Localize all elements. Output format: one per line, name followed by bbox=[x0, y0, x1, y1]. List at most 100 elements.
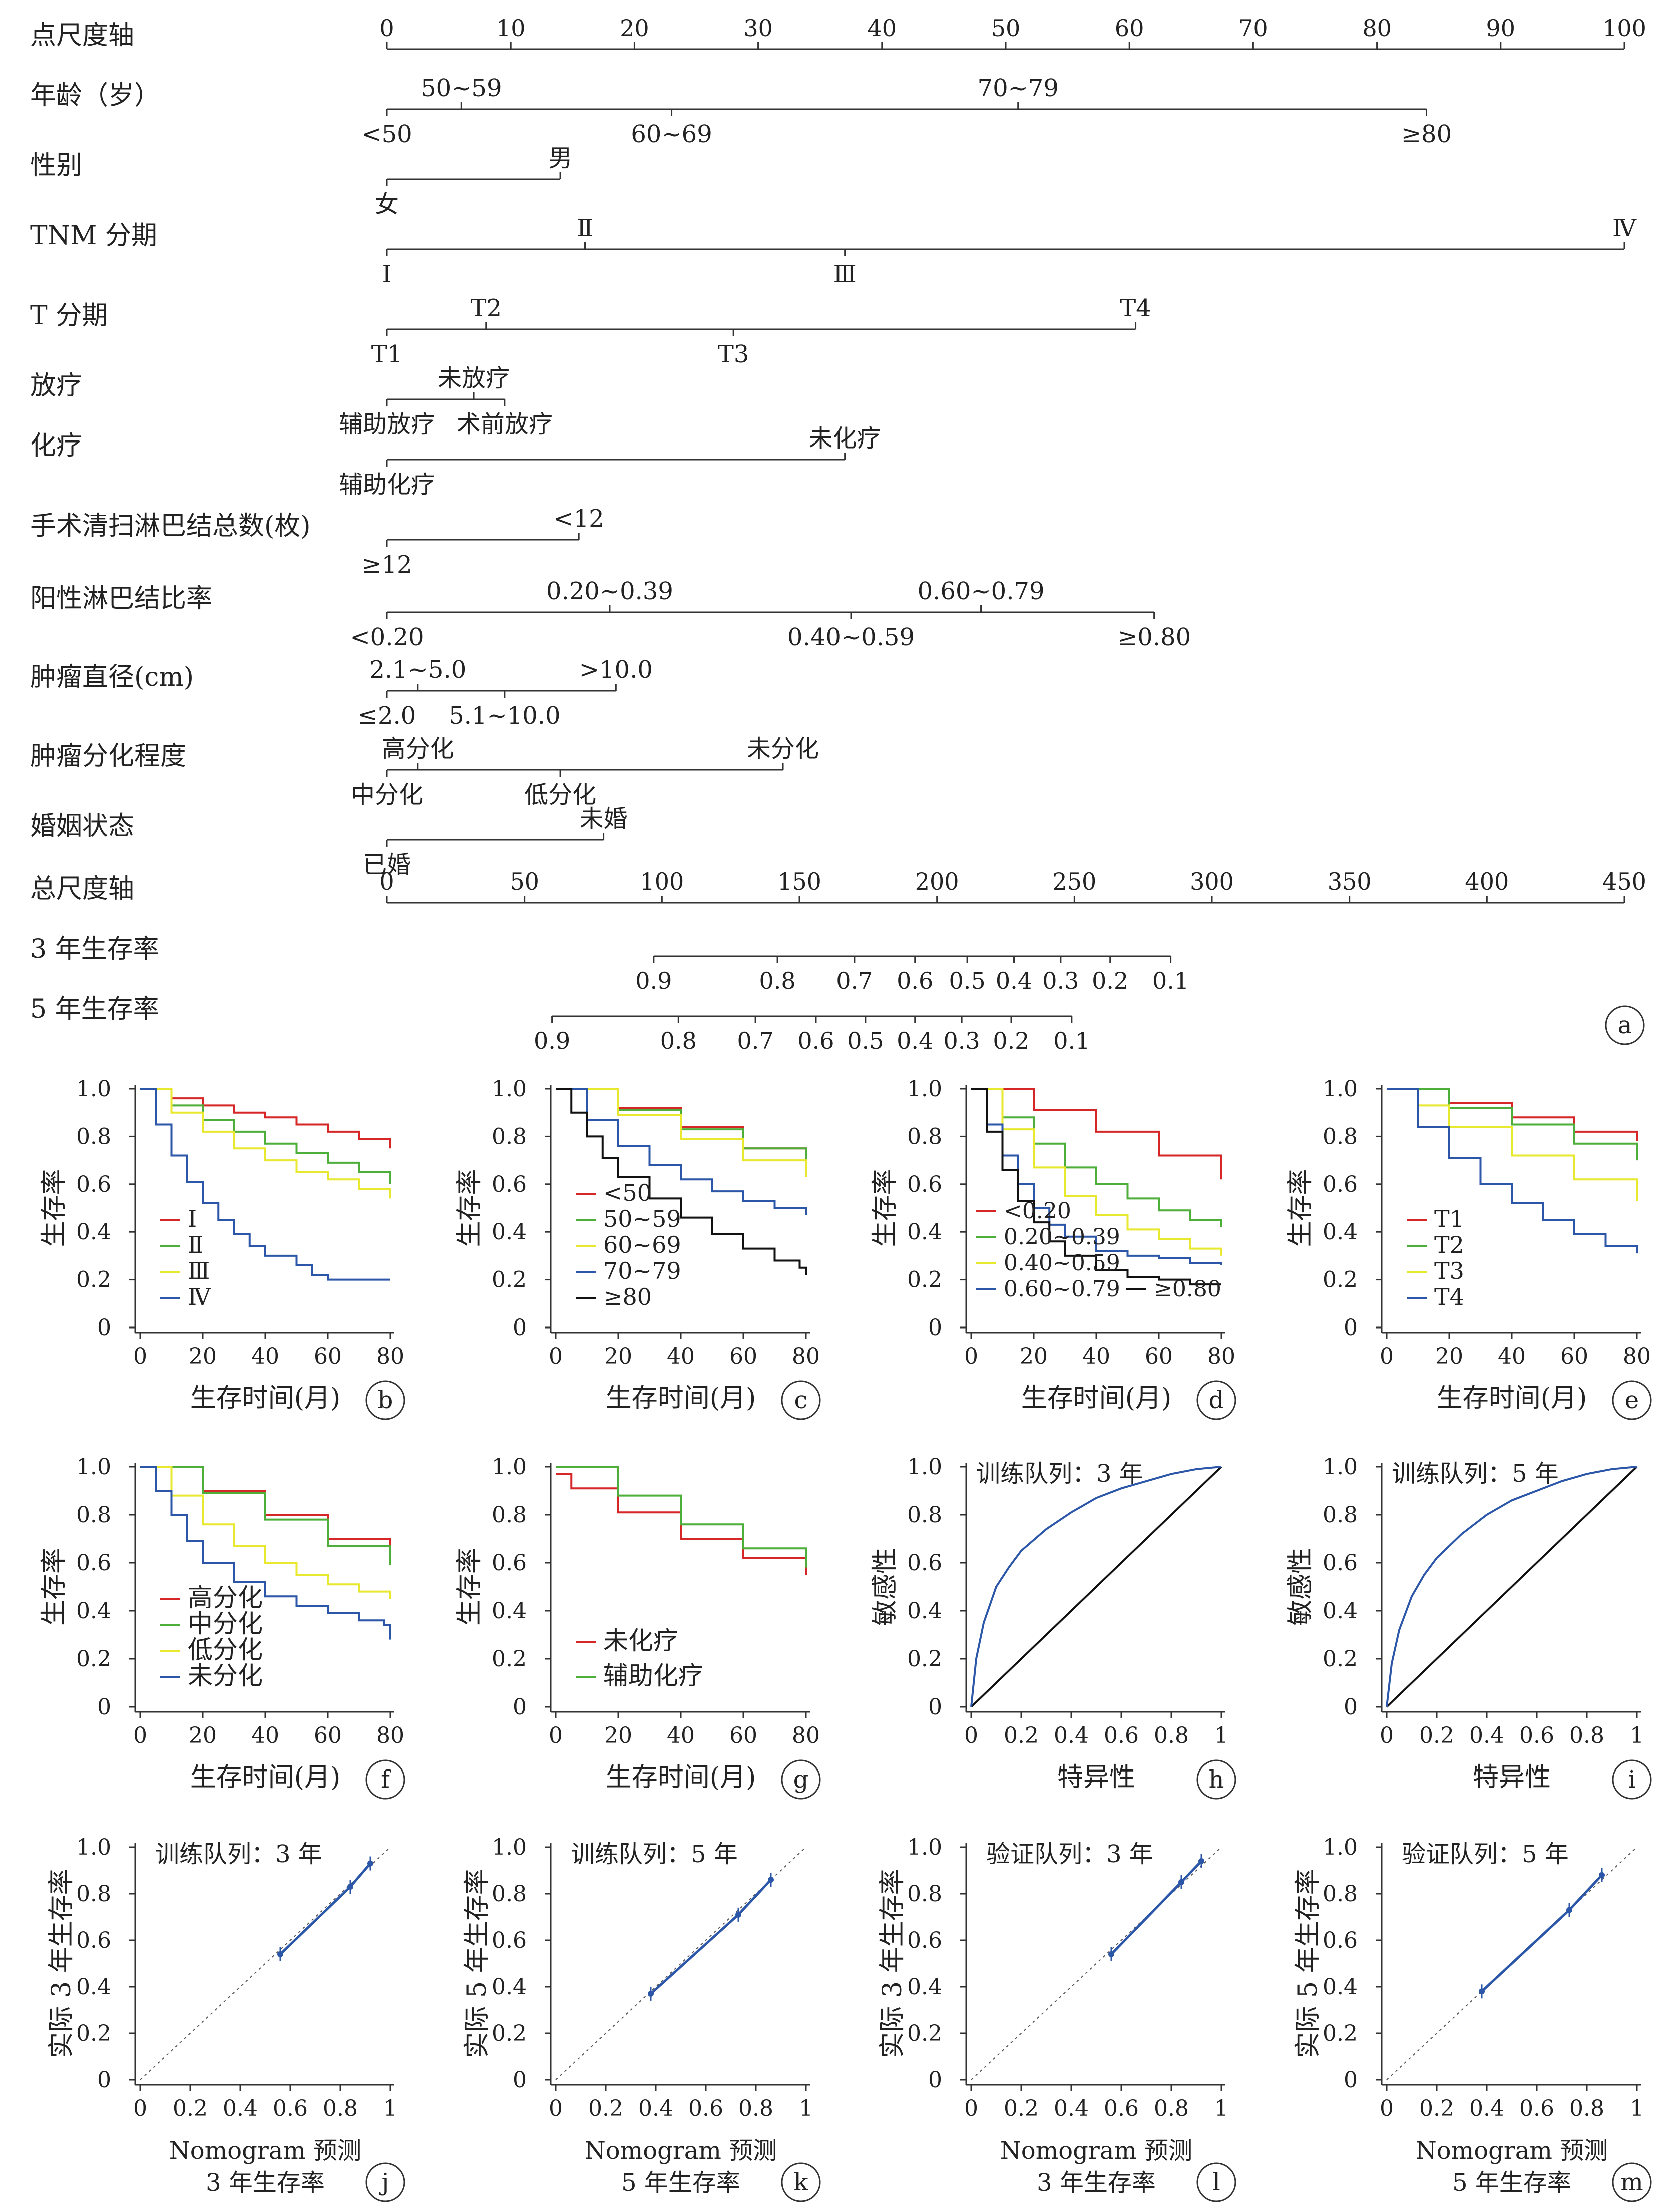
series-line-roc-curve bbox=[970, 1466, 1222, 1707]
y-tick-label: 0.4 bbox=[492, 1598, 527, 1624]
legend-label: 0.20~0.39 bbox=[1004, 1224, 1120, 1250]
y-tick-label: 0.4 bbox=[492, 1219, 527, 1245]
y-tick-label: 0.2 bbox=[492, 1267, 527, 1293]
x-tick-label: 0.6 bbox=[1104, 1723, 1139, 1748]
y-tick-label: 1.0 bbox=[492, 1076, 527, 1102]
panel-label-circle bbox=[1612, 2162, 1652, 2202]
y-tick-label: 0.6 bbox=[1323, 1172, 1358, 1197]
x-tick-label: 0.8 bbox=[738, 2096, 773, 2121]
x-axis-label: 3 年生存率 bbox=[206, 2169, 325, 2197]
nomogram-level-label: Ⅰ bbox=[382, 260, 392, 288]
panel-label-circle bbox=[365, 1759, 405, 1800]
x-tick-label: 1 bbox=[1630, 1723, 1644, 1748]
y-tick-label: 0 bbox=[97, 1694, 111, 1720]
nomogram-level-label: ≤2.0 bbox=[358, 702, 416, 730]
nomogram-axis-label: 总尺度轴 bbox=[30, 874, 134, 904]
calibration-point bbox=[1108, 1951, 1114, 1957]
x-tick-label: 40 bbox=[667, 1723, 695, 1748]
nomogram-level-label: 未化疗 bbox=[809, 424, 881, 453]
x-tick-label: 1 bbox=[1214, 1723, 1228, 1748]
nomogram-level-label: 已婚 bbox=[363, 851, 411, 879]
x-tick-label: 60 bbox=[1560, 1344, 1588, 1369]
nomogram-level-label: Ⅲ bbox=[833, 260, 856, 288]
panel-label-circle bbox=[781, 2162, 821, 2202]
nomogram-prob-label: 0.7 bbox=[737, 1027, 774, 1054]
legend-label: 辅助化疗 bbox=[603, 1661, 703, 1690]
nomogram-prob-label: 0.2 bbox=[993, 1027, 1029, 1054]
y-tick-label: 0 bbox=[513, 1694, 527, 1720]
nomogram-level-label: 未婚 bbox=[580, 805, 628, 833]
legend-label: 高分化 bbox=[188, 1583, 263, 1612]
nomogram-prob-label: 0.8 bbox=[759, 967, 795, 994]
nomogram-row: 点尺度轴 0 10 20 30 40 50 60 70 80 90 100 bbox=[30, 15, 1646, 51]
nomogram-level-label: T3 bbox=[718, 340, 749, 368]
legend-label: 0.40~0.59 bbox=[1004, 1250, 1120, 1276]
y-tick-label: 0 bbox=[97, 2067, 111, 2093]
x-tick-label: 0.4 bbox=[1469, 1723, 1504, 1748]
nomogram-tick-label: 100 bbox=[1602, 15, 1646, 42]
x-axis-label: 特异性 bbox=[1057, 1762, 1135, 1793]
nomogram-axis-label: 肿瘤分化程度 bbox=[30, 741, 186, 771]
y-axis-label: 生存率 bbox=[455, 1548, 485, 1626]
series-line-Ⅳ bbox=[140, 1088, 390, 1281]
calibration-point bbox=[1599, 1872, 1605, 1878]
x-tick-label: 0.2 bbox=[588, 2096, 623, 2121]
y-tick-label: 0.4 bbox=[76, 1974, 111, 2000]
panel-label-circle bbox=[365, 2162, 405, 2202]
nomogram-tick-label: 50 bbox=[510, 868, 539, 895]
y-tick-label: 0.8 bbox=[76, 1502, 111, 1528]
x-tick-label: 20 bbox=[1435, 1344, 1463, 1369]
calibration-point bbox=[1566, 1907, 1572, 1913]
series-line-≥80 bbox=[556, 1088, 807, 1275]
nomogram-row: 手术清扫淋巴结总数(枚) ≥12 <12 bbox=[30, 505, 604, 579]
nomogram-prob-label: 0.9 bbox=[635, 967, 672, 994]
y-tick-label: 0.2 bbox=[907, 2021, 942, 2046]
nomogram-level-label: 高分化 bbox=[382, 735, 454, 763]
series-line-未分化 bbox=[140, 1466, 391, 1640]
y-tick-label: 1.0 bbox=[907, 1835, 942, 1860]
series-line-0.20~0.39 bbox=[971, 1088, 1222, 1227]
x-tick-label: 0.2 bbox=[173, 2096, 208, 2121]
nomogram-level-label: T1 bbox=[371, 340, 403, 368]
chart-title: 验证队列：3 年 bbox=[986, 1840, 1153, 1868]
y-tick-label: 0.6 bbox=[1323, 1928, 1358, 1953]
nomogram-level-label: 辅助放疗 bbox=[339, 410, 435, 438]
x-tick-label: 40 bbox=[251, 1723, 279, 1748]
x-tick-label: 1 bbox=[1214, 2096, 1228, 2121]
nomogram-level-label: 未放疗 bbox=[438, 364, 510, 392]
x-tick-label: 0.6 bbox=[688, 2096, 723, 2121]
series-line-T2 bbox=[1387, 1088, 1638, 1161]
panel-label: b bbox=[378, 1386, 393, 1414]
nomogram-level-label: <50 bbox=[361, 120, 412, 148]
nomogram-level-label: 女 bbox=[375, 190, 399, 218]
chart-panel-k: 0 0.2 0.4 0.6 0.8 1 0 0.2 0.4 0.6 0.8 1.0 训练队列：5 年实际… bbox=[462, 1835, 821, 2202]
x-tick-label: 0 bbox=[964, 2096, 978, 2121]
panel-label-circle bbox=[781, 1380, 821, 1420]
y-axis-label: 生存率 bbox=[1286, 1169, 1316, 1247]
x-tick-label: 0 bbox=[549, 1723, 563, 1748]
y-tick-label: 0.4 bbox=[1323, 1974, 1358, 2000]
chart-panel-h: 0 0.2 0.4 0.6 0.8 1 0 0.2 0.4 0.6 0.8 1.0 训练队列：3 年敏感… bbox=[870, 1454, 1236, 1800]
chart-title: 训练队列：5 年 bbox=[571, 1840, 738, 1868]
nomogram-prob-label: 0.1 bbox=[1152, 967, 1189, 994]
x-tick-label: 0 bbox=[1380, 1723, 1394, 1748]
legend-label: 0.60~0.79 bbox=[1004, 1276, 1120, 1302]
chart-panel-j: 0 0.2 0.4 0.6 0.8 1 0 0.2 0.4 0.6 0.8 1.0 训练队列：3 年实际… bbox=[47, 1835, 405, 2202]
y-axis-label: 生存率 bbox=[39, 1169, 69, 1247]
series-line-Ⅲ bbox=[140, 1088, 391, 1199]
y-tick-label: 0 bbox=[928, 1315, 942, 1341]
y-tick-label: 1.0 bbox=[907, 1454, 942, 1480]
nomogram-tick-label: 60 bbox=[1115, 15, 1144, 42]
nomogram-axis-label: T 分期 bbox=[30, 301, 108, 331]
nomogram-prob-label: 0.3 bbox=[1042, 967, 1079, 994]
y-tick-label: 0.8 bbox=[1323, 1124, 1358, 1149]
y-tick-label: 0.6 bbox=[907, 1550, 942, 1576]
nomogram-level-label: 70~79 bbox=[978, 74, 1059, 102]
series-line-Ⅰ bbox=[140, 1088, 391, 1149]
panel-label-circle bbox=[1612, 1380, 1652, 1420]
legend-label: 低分化 bbox=[188, 1635, 263, 1664]
nomogram-prob-label: 0.3 bbox=[944, 1027, 980, 1054]
